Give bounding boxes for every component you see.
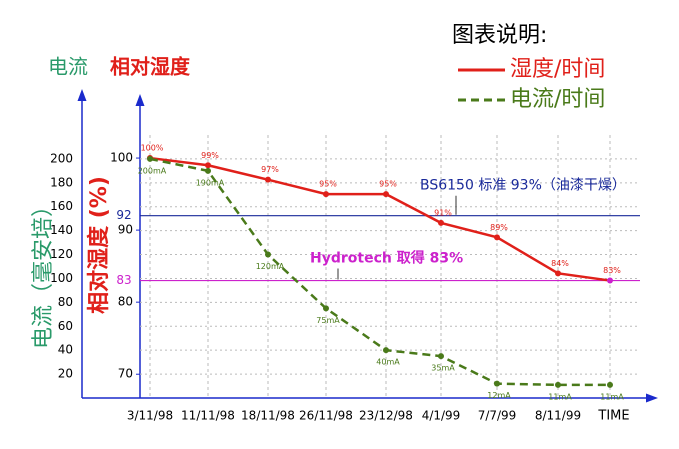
point: [438, 219, 444, 226]
data-label: 91%: [434, 208, 452, 217]
data-label: 12mA: [487, 391, 511, 400]
y-tick-label: 100: [50, 271, 73, 285]
data-label: 11mA: [548, 392, 572, 401]
point: [205, 167, 211, 174]
y2-tick-label: 100: [110, 151, 133, 165]
y2-axis-title: 相对湿度 (%): [86, 176, 112, 314]
y-axis-title: 电流（毫安培）: [31, 195, 56, 349]
point: [438, 353, 444, 360]
data-label: 120mA: [256, 262, 285, 271]
annotation: BS6150 标准 93%（油漆干燥）: [420, 178, 626, 194]
x-tick-label: 3/11/98: [127, 409, 173, 423]
y-tick-label: 40: [58, 343, 73, 357]
data-label: 99%: [201, 151, 219, 160]
data-label: 35mA: [431, 364, 455, 373]
point: [555, 270, 561, 277]
point: [265, 251, 271, 258]
x-tick-label: 8/11/99: [535, 409, 581, 423]
data-label: 11mA: [600, 392, 624, 401]
y-tick-label: 60: [58, 319, 73, 333]
point: [205, 162, 211, 169]
point: [147, 155, 153, 162]
y2-tick-label: 90: [118, 223, 133, 237]
reference-label: 83: [116, 273, 131, 287]
data-label: 75mA: [316, 316, 340, 325]
y-tick-label: 80: [58, 295, 73, 309]
x-tick-label: 4/1/99: [422, 409, 461, 423]
point: [555, 381, 561, 388]
data-label: 83%: [603, 266, 621, 275]
x-tick-label: 26/11/98: [299, 409, 353, 423]
data-label: 95%: [379, 180, 397, 189]
data-label: 200mA: [138, 166, 167, 175]
data-label: 97%: [261, 165, 279, 174]
legend-label: 湿度/时间: [510, 57, 605, 82]
annotation: Hydrotech 取得 83%: [310, 250, 463, 267]
y2-tick-label: 80: [118, 295, 133, 309]
x-tick-label: 11/11/98: [181, 409, 235, 423]
y-tick-label: 140: [50, 223, 73, 237]
point: [323, 305, 329, 312]
point: [494, 234, 500, 241]
y-tick-label: 200: [50, 151, 73, 165]
y-tick-label: 180: [50, 175, 73, 189]
reference-label: 92: [116, 208, 131, 222]
point: [383, 347, 389, 354]
point: [265, 176, 271, 183]
y2-label-top: 相对湿度: [110, 55, 191, 79]
point: [383, 191, 389, 198]
y-tick-label: 160: [50, 199, 73, 213]
data-label: 190mA: [196, 178, 225, 187]
x-tick-label: 23/12/98: [359, 409, 413, 423]
x-axis-title: TIME: [597, 409, 629, 424]
x-tick-label: 18/11/98: [241, 409, 295, 423]
data-label: 100%: [141, 144, 164, 153]
x-tick-label: 7/7/99: [478, 409, 517, 423]
data-label: 89%: [490, 223, 508, 232]
point: [607, 277, 613, 284]
data-label: 95%: [319, 180, 337, 189]
legend-label: 电流/时间: [510, 87, 605, 112]
y-tick-label: 120: [50, 247, 73, 261]
data-label: 84%: [551, 259, 569, 268]
data-label: 40mA: [376, 358, 400, 367]
legend-title: 图表说明:: [452, 23, 547, 48]
y-tick-label: 20: [58, 367, 73, 381]
y2-tick-label: 70: [118, 367, 133, 381]
y-label-top: 电流: [48, 55, 88, 79]
point: [494, 380, 500, 387]
point: [607, 381, 613, 388]
point: [323, 191, 329, 198]
